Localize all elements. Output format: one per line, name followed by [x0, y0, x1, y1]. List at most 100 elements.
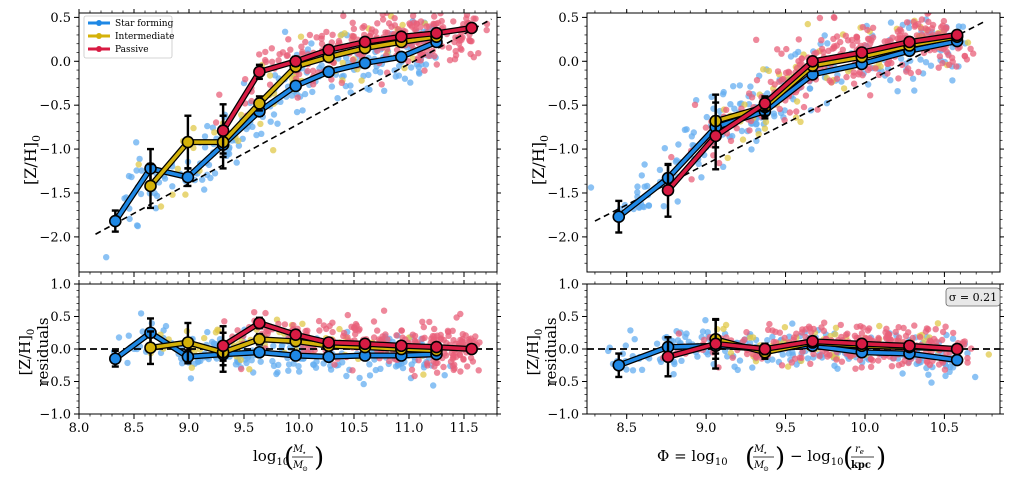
- scatter-point: [821, 319, 828, 326]
- scatter-point: [306, 31, 314, 39]
- median-marker-passive: [430, 340, 443, 354]
- scatter-point: [887, 77, 894, 84]
- scatter-point: [348, 36, 355, 43]
- svg-text:⋆: ⋆: [763, 449, 767, 457]
- median-marker-passive: [465, 342, 479, 356]
- scatter-point: [270, 342, 277, 350]
- scatter-point: [331, 361, 338, 368]
- median-marker-intermediate: [181, 135, 195, 149]
- scatter-point: [935, 64, 942, 71]
- scatter-point: [437, 13, 444, 17]
- scatter-point: [133, 167, 140, 174]
- scatter-point: [831, 14, 838, 22]
- median-marker-intermediate: [144, 341, 157, 355]
- scatter-point: [818, 37, 825, 44]
- scatter-point: [824, 40, 831, 47]
- scatter-point: [875, 71, 883, 79]
- panel-right-bottom: 8.5 9.0 9.5 10.0 10.5 −1.0 −0.5 0.0 0.5 1.0: [547, 278, 1004, 436]
- scatter-point: [916, 333, 924, 341]
- scatter-point: [375, 336, 383, 343]
- scatter-point: [212, 119, 220, 126]
- scatter-point: [909, 334, 916, 342]
- scatter-point: [294, 94, 301, 101]
- y-tick-label: 0.5: [50, 310, 71, 325]
- median-marker-star-forming: [109, 352, 122, 366]
- scatter-point: [178, 360, 186, 367]
- scatter-point: [208, 338, 216, 346]
- y-tick-label: −1.5: [547, 186, 579, 201]
- scatter-point: [459, 331, 466, 338]
- scatter-point: [747, 117, 755, 125]
- scatter-point: [370, 334, 378, 341]
- scatter-point: [781, 117, 788, 124]
- scatter-point: [446, 57, 454, 64]
- left-top-ylabel: [Z/H]0: [21, 135, 43, 185]
- scatter-point: [440, 363, 447, 371]
- scatter-point: [727, 101, 734, 108]
- left-xlabel: log10 ( M ⋆ M ⊙ ): [253, 443, 324, 473]
- scatter-point: [296, 368, 303, 375]
- scatter-point: [126, 215, 133, 223]
- scatter-point: [285, 361, 293, 368]
- scatter-point: [765, 326, 772, 333]
- svg-text:(: (: [843, 443, 853, 473]
- scatter-point: [764, 337, 771, 344]
- x-tick-label: 10.0: [851, 421, 880, 436]
- scatter-point: [818, 45, 826, 53]
- scatter-point: [469, 358, 477, 365]
- scatter-point: [688, 133, 695, 140]
- scatter-point: [358, 77, 365, 84]
- scatter-point: [791, 355, 799, 362]
- scatter-point: [366, 86, 373, 93]
- median-marker-intermediate: [144, 179, 157, 193]
- scatter-point: [190, 124, 197, 132]
- scatter-point: [668, 153, 675, 161]
- scatter-point: [323, 28, 330, 36]
- scatter-point: [898, 61, 906, 69]
- scatter-point: [959, 23, 967, 30]
- scatter-point: [963, 56, 971, 63]
- svg-text:re: re: [855, 444, 864, 456]
- scatter-point: [472, 15, 479, 22]
- svg-text:(: (: [284, 443, 294, 473]
- scatter-point: [905, 24, 913, 31]
- scatter-point: [476, 339, 483, 346]
- scatter-point: [451, 56, 459, 63]
- y-tick-label: 0.5: [558, 11, 579, 26]
- scatter-point: [235, 142, 243, 149]
- legend-label-intermediate: Intermediate: [115, 32, 174, 42]
- scatter-point: [798, 354, 805, 361]
- scatter-point: [299, 320, 306, 327]
- median-marker-passive: [253, 65, 266, 79]
- median-marker-passive: [289, 328, 303, 342]
- scatter-point: [161, 175, 169, 182]
- scatter-point: [270, 147, 277, 154]
- median-marker-passive: [289, 54, 303, 68]
- scatter-point: [739, 136, 747, 143]
- scatter-point: [445, 44, 453, 51]
- scatter-point: [832, 324, 840, 331]
- svg-text:kpc: kpc: [851, 460, 871, 471]
- svg-text:residuals: residuals: [34, 317, 52, 386]
- scatter-point: [789, 320, 796, 327]
- scatter-point: [115, 334, 123, 341]
- scatter-point: [904, 65, 912, 72]
- scatter-point: [729, 132, 736, 140]
- scatter-point: [391, 15, 398, 22]
- scatter-point: [787, 53, 795, 60]
- scatter-point: [738, 127, 746, 135]
- scatter-point: [939, 59, 946, 67]
- x-tick-label: 9.0: [179, 421, 200, 436]
- median-marker-star-forming: [950, 353, 964, 367]
- x-tick-label: 11.5: [450, 421, 479, 436]
- scatter-point: [755, 131, 762, 138]
- scatter-point: [466, 6, 472, 12]
- scatter-point: [248, 357, 255, 364]
- y-tick-label: −1.0: [547, 143, 579, 158]
- scatter-point: [334, 95, 341, 102]
- scatter-point: [262, 48, 269, 56]
- svg-text:⊙: ⊙: [302, 465, 308, 473]
- scatter-point: [837, 38, 844, 46]
- scatter-point: [399, 364, 407, 372]
